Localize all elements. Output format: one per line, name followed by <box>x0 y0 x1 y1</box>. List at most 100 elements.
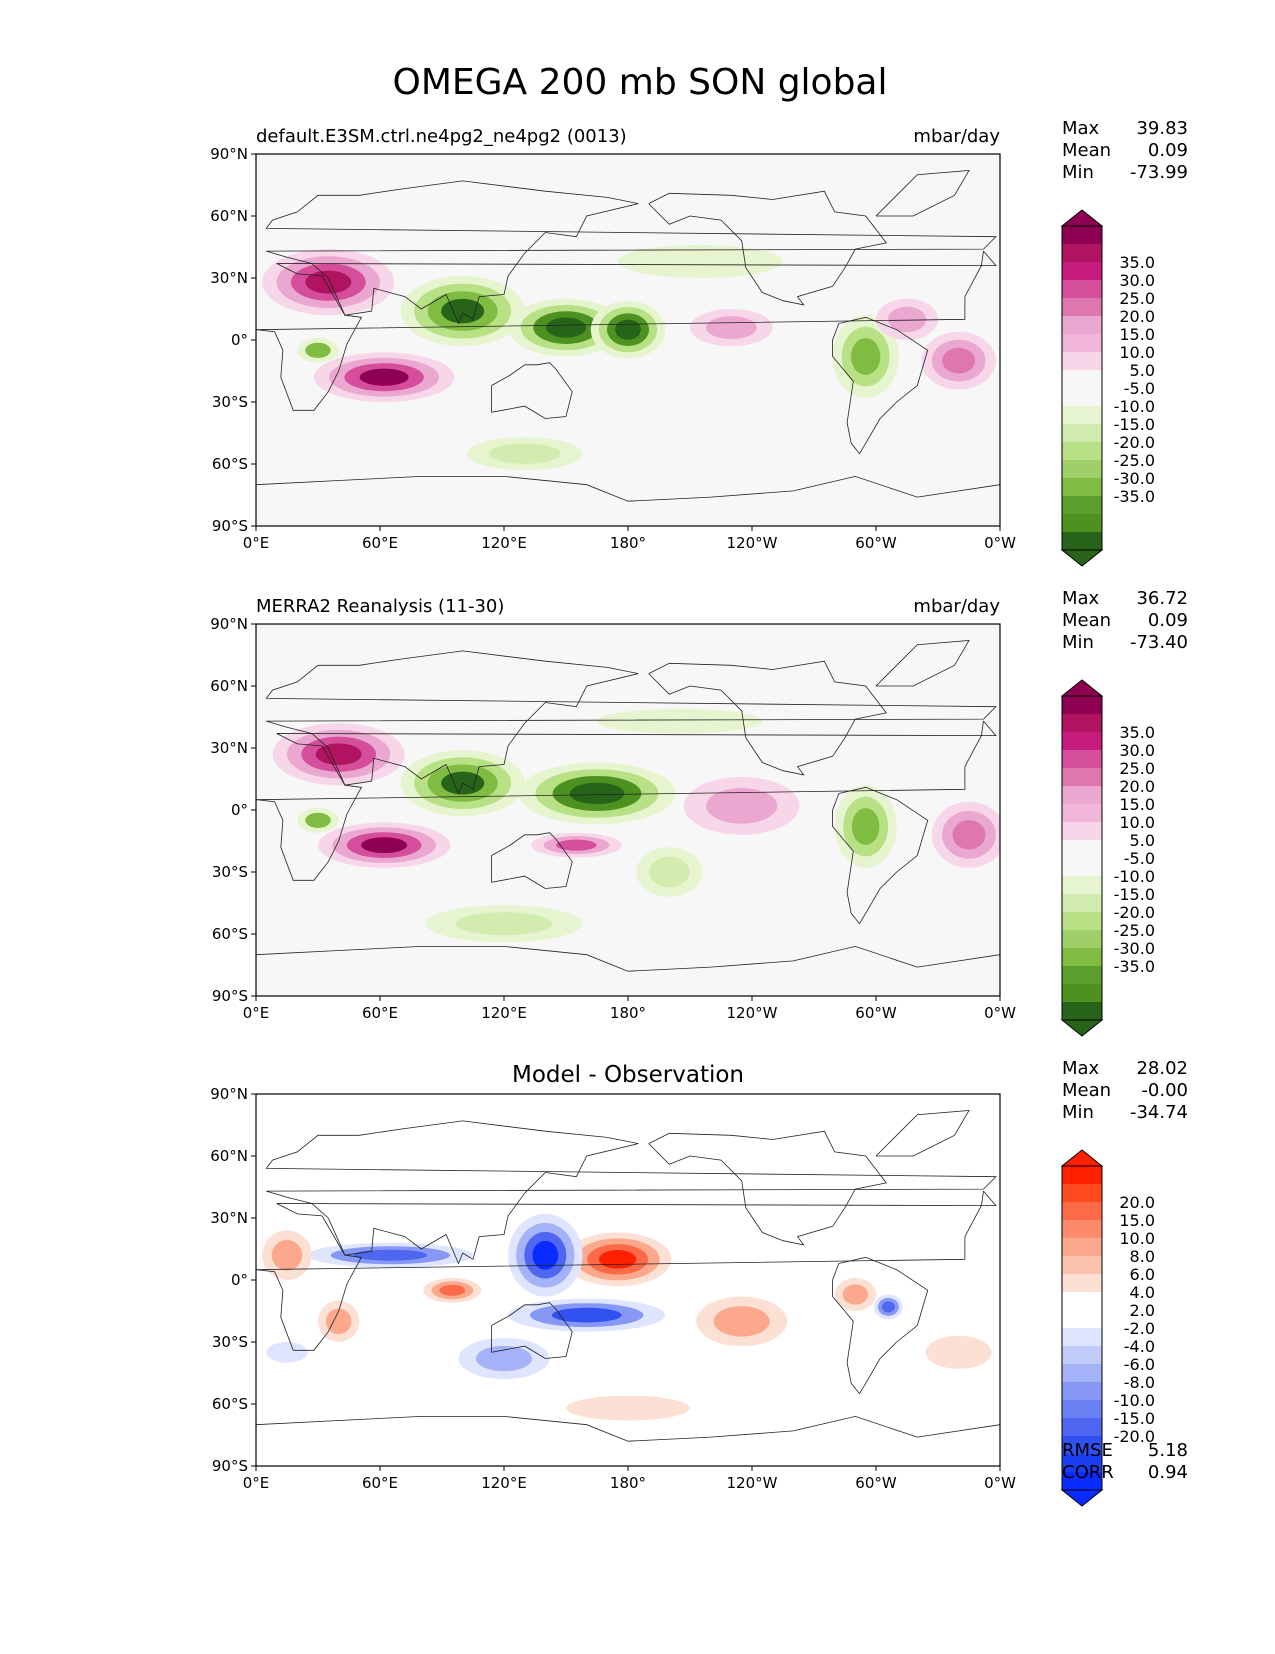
stat-label: Mean <box>1062 610 1111 631</box>
colorbar-segment <box>1062 1382 1102 1400</box>
colorbar-frame <box>1061 1165 1103 1491</box>
coastline <box>832 1256 929 1395</box>
y-tick-label: 30°S <box>212 393 248 411</box>
x-tick-label: 180° <box>610 534 646 552</box>
contour-level <box>545 317 587 338</box>
x-tick-label: 60°W <box>855 534 897 552</box>
y-tick-label: 0° <box>231 801 248 819</box>
contour-level <box>925 1335 992 1369</box>
coastline <box>256 250 997 411</box>
colorbar-segment <box>1062 424 1102 442</box>
contour-level <box>361 837 408 854</box>
colorbar-segment <box>1062 966 1102 984</box>
colorbar-segment <box>1062 316 1102 334</box>
colorbar-segment <box>1062 732 1102 750</box>
colorbar-segment <box>1062 406 1102 424</box>
x-tick-label: 60°W <box>855 1474 897 1492</box>
colorbar-segment <box>1062 1418 1102 1436</box>
stat-label: Min <box>1062 632 1094 653</box>
coastline <box>875 170 970 217</box>
colorbar-frame <box>1061 695 1103 1021</box>
colorbar-tick-label: 10.0 <box>1119 343 1155 362</box>
colorbar-tick-label: 5.0 <box>1130 831 1155 850</box>
stat-value: 39.83 <box>1136 118 1188 139</box>
colorbar-tick-label: -30.0 <box>1114 469 1155 488</box>
contour-level <box>952 820 986 850</box>
colorbar-segment <box>1062 334 1102 352</box>
contour-level <box>551 1307 622 1323</box>
y-tick-label: 30°S <box>212 1333 248 1351</box>
stat-value: 0.09 <box>1148 140 1188 161</box>
colorbar-segment <box>1062 930 1102 948</box>
coastline <box>491 1302 573 1359</box>
colorbar-tick-label: 35.0 <box>1119 723 1155 742</box>
x-tick-label: 60°W <box>855 1004 897 1022</box>
contour-level <box>597 708 763 734</box>
contour-level <box>439 1284 466 1296</box>
stat-value: -73.99 <box>1130 162 1188 183</box>
x-tick-label: 0°W <box>984 1474 1016 1492</box>
colorbar-segment <box>1062 786 1102 804</box>
panel-title: MERRA2 Reanalysis (11-30) <box>256 596 504 617</box>
contour-level <box>713 1306 770 1337</box>
coastline <box>265 650 997 795</box>
colorbar-segment <box>1062 262 1102 280</box>
y-tick-label: 90°S <box>212 1457 248 1475</box>
stat-value: 0.94 <box>1148 1462 1188 1483</box>
colorbar-tick-label: 15.0 <box>1119 1211 1155 1230</box>
colorbar-tick-label: -10.0 <box>1114 867 1155 886</box>
colorbar-segment <box>1062 858 1102 876</box>
colorbar-tick-label: 20.0 <box>1119 777 1155 796</box>
units-label: mbar/day <box>913 596 1000 617</box>
colorbar-tick-label: -15.0 <box>1114 885 1155 904</box>
colorbar: 35.030.025.020.015.010.05.0-5.0-10.0-15.… <box>1060 209 1155 567</box>
colorbar-segment <box>1062 1202 1102 1220</box>
contour-level <box>476 1345 532 1372</box>
coastline <box>256 1190 997 1351</box>
colorbar-segment <box>1062 750 1102 768</box>
colorbar-tick-label: -20.0 <box>1114 433 1155 452</box>
coastline <box>256 720 997 881</box>
contour-level <box>706 788 778 824</box>
colorbar-extend-top <box>1060 679 1104 697</box>
colorbar-segment <box>1062 1238 1102 1256</box>
y-tick-label: 90°N <box>210 145 248 163</box>
colorbar-tick-label: -4.0 <box>1124 1337 1155 1356</box>
colorbar-segment <box>1062 1400 1102 1418</box>
colorbar-extend-top <box>1060 209 1104 227</box>
colorbar-segment <box>1062 1454 1102 1472</box>
colorbar-tick-label: 20.0 <box>1119 307 1155 326</box>
y-tick-label: 90°S <box>212 987 248 1005</box>
colorbar-segment <box>1062 1310 1102 1328</box>
colorbar-tick-label: 25.0 <box>1119 289 1155 308</box>
colorbar-tick-label: -30.0 <box>1114 939 1155 958</box>
colorbar-frame <box>1061 225 1103 551</box>
coastline <box>256 1415 1000 1442</box>
coastline <box>832 316 929 455</box>
contour-level <box>455 912 553 936</box>
y-tick-label: 60°N <box>210 207 248 225</box>
x-tick-label: 0°E <box>243 534 270 552</box>
contour-level <box>887 306 927 333</box>
colorbar-tick-label: -5.0 <box>1124 379 1155 398</box>
colorbar-segment <box>1062 514 1102 532</box>
coastline <box>265 180 997 325</box>
y-tick-label: 30°N <box>210 269 248 287</box>
x-tick-label: 120°W <box>727 1474 778 1492</box>
contour-level <box>359 368 409 386</box>
colorbar-segment <box>1062 496 1102 514</box>
colorbar-tick-label: 25.0 <box>1119 759 1155 778</box>
y-tick-label: 0° <box>231 331 248 349</box>
colorbar-segment <box>1062 1184 1102 1202</box>
contour-level <box>942 347 976 374</box>
stat-label: Mean <box>1062 140 1111 161</box>
stat-label: Min <box>1062 162 1094 183</box>
colorbar-tick-label: -35.0 <box>1114 957 1155 976</box>
x-tick-label: 60°E <box>362 1474 398 1492</box>
contour-level <box>617 244 783 278</box>
y-tick-label: 90°N <box>210 615 248 633</box>
y-tick-label: 90°N <box>210 1085 248 1103</box>
contour-level <box>315 743 362 765</box>
colorbar-segment <box>1062 912 1102 930</box>
colorbar-segment <box>1062 460 1102 478</box>
